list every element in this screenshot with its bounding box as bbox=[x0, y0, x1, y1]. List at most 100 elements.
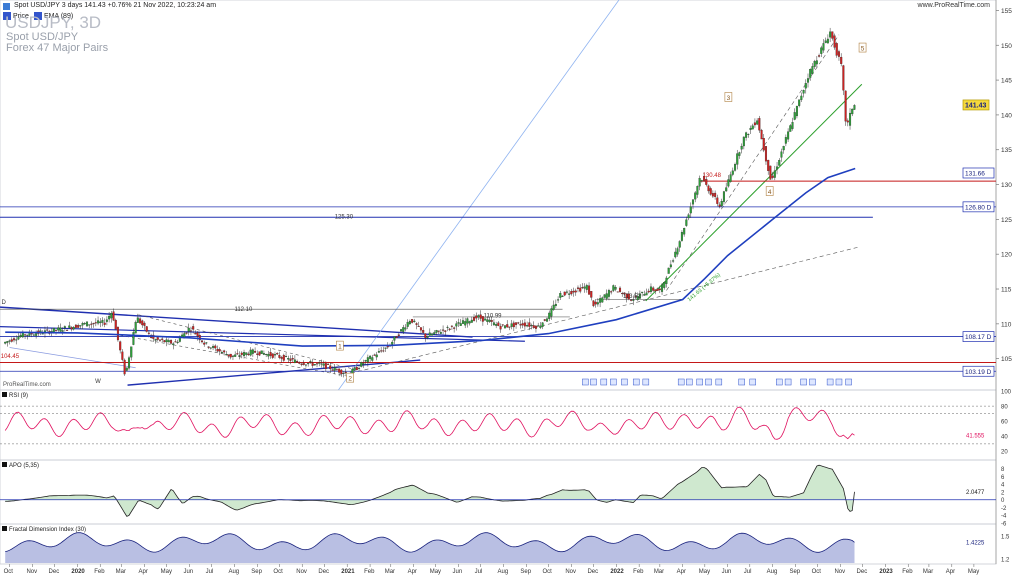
candle-body bbox=[517, 322, 520, 324]
chart-settings-icon[interactable] bbox=[3, 3, 10, 10]
candle-body bbox=[242, 352, 246, 357]
candle-body bbox=[585, 285, 588, 290]
candle-body bbox=[747, 133, 750, 135]
x-tick-label: May bbox=[430, 569, 441, 575]
candle-body bbox=[424, 333, 427, 338]
panel-frame-1 bbox=[0, 389, 997, 461]
candle-body bbox=[108, 315, 111, 320]
x-tick-label: Apr bbox=[408, 569, 417, 575]
legend-ema[interactable]: EMA (89) bbox=[34, 12, 73, 20]
candle-body bbox=[846, 120, 849, 123]
candle-body bbox=[79, 325, 82, 327]
candle-body bbox=[165, 339, 168, 343]
candle-body bbox=[415, 323, 418, 325]
candle-body bbox=[546, 318, 549, 322]
candle-body bbox=[590, 291, 593, 298]
indicator-fill bbox=[5, 465, 855, 517]
candle-body bbox=[88, 324, 91, 326]
candle-body bbox=[397, 334, 400, 336]
candle-body bbox=[234, 354, 237, 357]
candle-body bbox=[521, 323, 524, 326]
candle-body bbox=[285, 356, 288, 357]
indicator-tick-label: -6 bbox=[1001, 521, 1007, 527]
annotation-label: W bbox=[95, 379, 101, 385]
wave-label: 3 bbox=[727, 95, 731, 102]
x-tick-label: May bbox=[968, 569, 979, 575]
candle-body bbox=[174, 341, 177, 343]
x-tick-label: Aug bbox=[228, 569, 239, 575]
x-tick-label: Dec bbox=[587, 569, 598, 575]
candle-body bbox=[247, 353, 250, 356]
candle-body bbox=[271, 353, 274, 358]
candle-body bbox=[143, 322, 146, 326]
candle-body bbox=[200, 340, 204, 343]
candle-body bbox=[596, 302, 599, 305]
candle-body bbox=[433, 332, 436, 335]
x-tick-label: 2023 bbox=[879, 569, 893, 575]
x-tick-label: Oct bbox=[812, 569, 822, 575]
x-tick-label: May bbox=[161, 569, 172, 575]
candle-body bbox=[442, 329, 445, 331]
candle-body bbox=[543, 319, 546, 321]
candle-body bbox=[594, 301, 597, 305]
candle-body bbox=[276, 353, 279, 355]
candle-body bbox=[537, 325, 540, 327]
price-label: 131.66 bbox=[965, 170, 985, 177]
candle-body bbox=[610, 291, 613, 293]
candle-body bbox=[15, 339, 18, 341]
y-tick-label: 140 bbox=[1001, 112, 1012, 119]
candle-body bbox=[289, 358, 292, 361]
x-tick-label: Mar bbox=[116, 569, 126, 575]
indicator-panels: 20 40 60 80 100 41.555 RSI (9) -6-4 -2 0 24 6 8 2.047… bbox=[0, 389, 1012, 564]
candle-body bbox=[127, 357, 131, 369]
x-tick-label: Jun bbox=[183, 569, 193, 575]
candle-body bbox=[849, 112, 852, 126]
candle-body bbox=[705, 179, 708, 185]
candle-body bbox=[532, 325, 535, 328]
candle-body bbox=[417, 325, 420, 327]
site-url[interactable]: www.ProRealTime.com bbox=[917, 2, 990, 9]
candle-body bbox=[528, 322, 531, 327]
candle-body bbox=[327, 363, 330, 365]
candle-body bbox=[355, 367, 358, 371]
candle-body bbox=[484, 318, 487, 321]
wave-label-box bbox=[336, 340, 344, 351]
candle-body bbox=[508, 326, 511, 328]
candle-body bbox=[691, 199, 695, 205]
candle-body bbox=[260, 350, 263, 354]
candle-body bbox=[627, 293, 630, 300]
candle-body bbox=[8, 340, 11, 342]
candle-body bbox=[623, 292, 626, 295]
candle-body bbox=[24, 334, 27, 336]
event-marker-icon bbox=[784, 378, 792, 386]
candle-body bbox=[822, 43, 825, 51]
candle-body bbox=[793, 112, 796, 120]
candle-body bbox=[360, 362, 363, 367]
candle-body bbox=[698, 178, 701, 187]
candle-body bbox=[548, 312, 551, 319]
event-marker-icon bbox=[749, 378, 756, 386]
x-tick-label: Mar bbox=[385, 569, 395, 575]
candle-body bbox=[592, 300, 595, 307]
x-tick-label: 2022 bbox=[610, 569, 624, 575]
candle-body bbox=[17, 336, 20, 340]
candle-body bbox=[663, 282, 666, 288]
candle-body bbox=[714, 192, 717, 197]
indicator-title: Fractal Dimension Index (30) bbox=[9, 527, 86, 533]
candle-body bbox=[495, 324, 498, 326]
x-tick-label: Oct bbox=[543, 569, 553, 575]
annotation-label: 113.52 bbox=[623, 294, 642, 300]
annotation-label: 104.45 bbox=[1, 354, 20, 360]
candle-body bbox=[773, 170, 776, 178]
event-marker-icon bbox=[835, 378, 843, 386]
candle-body bbox=[304, 364, 307, 366]
wave-label: 4 bbox=[768, 189, 772, 196]
legend-price[interactable]: Price bbox=[3, 12, 29, 20]
x-tick-label: Mar bbox=[654, 569, 664, 575]
candle-body bbox=[163, 340, 166, 343]
candle-body bbox=[818, 55, 821, 57]
candle-body bbox=[26, 334, 29, 336]
candle-body bbox=[384, 347, 387, 349]
candle-body bbox=[245, 352, 248, 355]
candle-body bbox=[273, 354, 277, 356]
